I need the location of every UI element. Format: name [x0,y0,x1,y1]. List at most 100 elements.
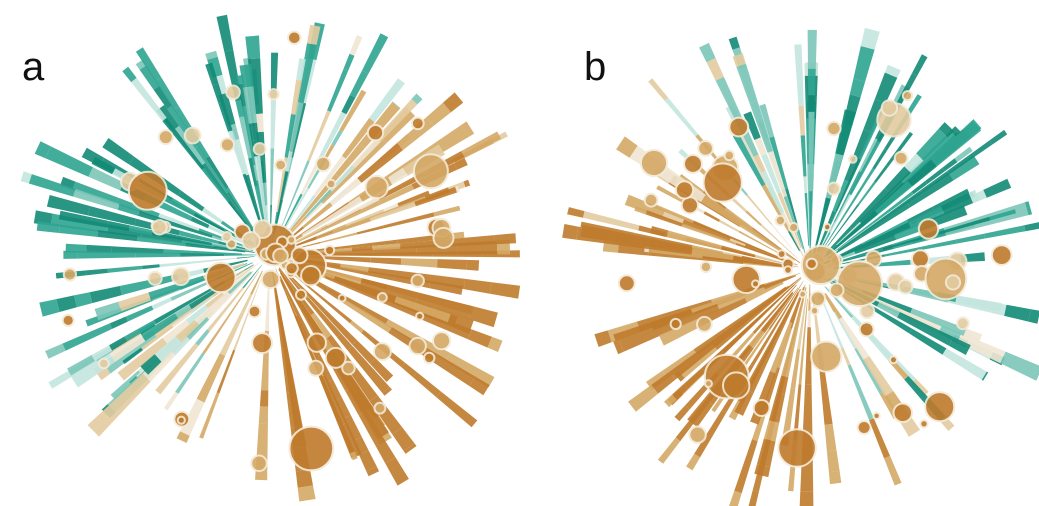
blob [308,361,323,376]
ray-segment [62,323,112,350]
blob [64,268,76,280]
blob [275,160,286,171]
ray-segment [808,30,817,69]
blob [292,247,308,263]
ray-segment [382,78,406,105]
ray-segment [1004,305,1031,322]
blob [434,228,454,248]
blob [416,313,423,320]
ray-segment [874,165,888,183]
blob [752,280,759,287]
ray-segment [271,111,276,149]
ray-segment [78,251,135,259]
blob [273,249,288,264]
blob [252,333,272,353]
blob [178,417,185,424]
blob [811,292,826,307]
blob [641,150,667,176]
ray-segment [797,83,804,106]
ray-segment [825,424,837,451]
blob [149,272,162,285]
blob [830,283,844,297]
ray-segment [350,71,369,98]
ray-segment [861,28,880,50]
blob [733,266,760,293]
blob [849,155,856,162]
ray-segment [707,58,724,81]
blob [811,342,841,372]
ray-segment [1024,219,1039,231]
ray-segment [110,317,128,329]
blob [327,180,336,189]
ray-segment [39,299,59,317]
ray-segment [63,251,78,259]
ray-segment [434,206,461,217]
blob [723,372,749,398]
blob [296,290,306,300]
blob [676,181,693,198]
blob [226,86,240,100]
ray-segment [729,37,740,50]
ray-segment [370,258,401,265]
ray-segment [808,311,811,328]
ray-segment [853,46,874,82]
ray-segment [648,78,668,100]
blob [799,291,806,298]
blob [206,263,236,293]
ray-segment [803,176,807,193]
ray-segment [803,322,806,341]
blob [671,319,681,329]
ray-segment [764,420,779,441]
ray-segment [175,353,205,394]
blob [684,155,702,173]
ray-segment [745,210,761,225]
blob [308,334,326,352]
ray-segment [102,374,151,423]
ray-segment [990,130,1008,145]
blob [414,154,448,188]
ray-segment [45,344,65,359]
blob [698,141,713,156]
ray-segment [562,224,578,240]
ray-segment [90,286,122,303]
ray-segment [385,457,409,486]
ray-segment [729,491,742,506]
ray-segment [794,44,803,83]
blob [925,392,954,421]
blob [912,250,929,267]
ray-segment [436,392,477,428]
blob [289,427,333,471]
blob [824,224,830,230]
blob [412,275,424,287]
ray-segment [217,15,234,52]
blob [288,32,301,45]
blob [837,261,882,306]
ray-segment [650,226,668,237]
ray-segment [805,193,809,221]
blob [268,89,278,99]
blob [828,183,840,195]
blob [894,404,913,423]
blob [778,429,816,467]
blob [873,413,879,419]
panel-label: a [22,45,45,89]
blob [172,268,189,285]
ray-segment [469,306,498,327]
ray-segment [350,35,363,56]
ray-segment [746,195,772,225]
ray-segment [769,393,785,423]
blob [858,421,871,434]
ray-segment [86,269,108,276]
ray-segment [956,234,984,244]
ray-segment [803,385,813,435]
ray-segment [135,252,180,257]
ray-segment [799,492,813,506]
ray-segment [323,256,370,262]
blob [366,176,388,198]
blob [378,293,387,302]
ray-segment [401,363,417,377]
ray-segment [808,112,814,147]
ray-segment [357,225,384,234]
blob [339,295,346,302]
ray-segment [468,330,492,348]
